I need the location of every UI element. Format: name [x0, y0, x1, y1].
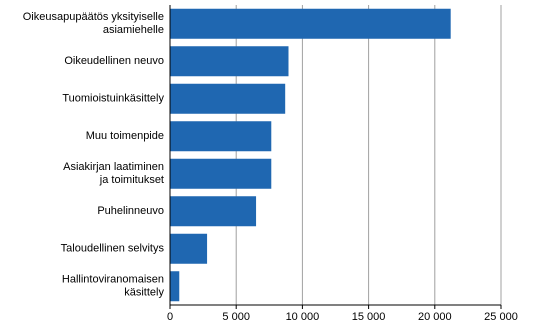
x-tick-label: 25 000 — [484, 311, 518, 323]
y-tick-label: Puhelinneuvo — [97, 205, 164, 217]
bar — [170, 196, 257, 227]
bar — [170, 83, 286, 114]
y-tick-label: käsittely — [124, 287, 164, 299]
y-tick-label: Tuomioistuinkäsittely — [62, 93, 164, 105]
y-tick-label: Muu toimenpide — [86, 130, 164, 142]
y-tick-label: Hallintoviranomaisen — [62, 274, 164, 286]
bar — [170, 8, 451, 39]
x-tick-label: 15 000 — [352, 311, 386, 323]
x-tick-label: 0 — [167, 311, 173, 323]
x-tick-label: 20 000 — [418, 311, 452, 323]
y-tick-label: Oikeusapupäätös yksityiselle — [23, 11, 164, 23]
bar — [170, 271, 180, 302]
bar — [170, 46, 289, 77]
y-tick-label: asiamiehelle — [103, 24, 164, 36]
y-tick-label: ja toimitukset — [99, 174, 164, 186]
y-tick-label: Asiakirjan laatiminen — [63, 161, 164, 173]
y-tick-label: Taloudellinen selvitys — [61, 243, 165, 255]
x-tick-label: 5 000 — [222, 311, 250, 323]
bar — [170, 121, 272, 152]
y-tick-label: Oikeudellinen neuvo — [64, 55, 164, 67]
bar — [170, 233, 208, 264]
x-tick-label: 10 000 — [286, 311, 320, 323]
bar — [170, 158, 272, 189]
